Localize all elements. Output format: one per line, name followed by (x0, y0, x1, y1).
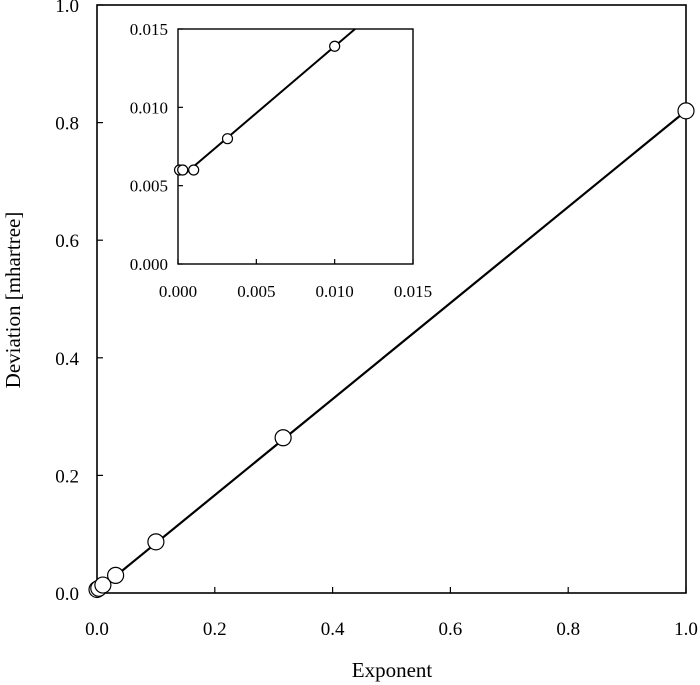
main-x-tick-label: 1.0 (674, 619, 698, 640)
inset-x-tick-label: 0.000 (159, 282, 197, 301)
main-data-point (107, 566, 125, 584)
main-data-point (94, 576, 112, 594)
inset-y-tick-label: 0.005 (130, 177, 168, 196)
inset-plot: 0.000 0.005 0.010 0.015 0.000 0.005 0.010 0.015 (130, 20, 432, 301)
inset-x-tick-label: 0.015 (394, 282, 432, 301)
main-x-tick-label: 0.4 (321, 619, 345, 640)
inset-data-point (221, 133, 234, 145)
inset-y-tick-label: 0.015 (130, 20, 168, 39)
main-y-tick-label: 0.8 (55, 114, 79, 135)
inset-fit-line (185, 28, 356, 174)
main-x-tick-label: 0.0 (85, 619, 109, 640)
inset-y-tick-label: 0.010 (130, 98, 168, 117)
inset-y-tick-label: 0.000 (130, 255, 168, 274)
main-frame (96, 4, 687, 594)
main-data-point (147, 533, 165, 551)
inset-data-point (177, 164, 189, 176)
main-x-tick-label: 0.8 (556, 619, 580, 640)
main-x-tick-label: 0.2 (203, 619, 227, 640)
main-y-tick-label: 0.6 (55, 231, 79, 252)
inset-x-tick-label: 0.005 (237, 282, 275, 301)
inset-x-tick-label: 0.010 (316, 282, 354, 301)
main-y-tick-label: 0.0 (55, 584, 79, 605)
x-axis-title: Exponent (352, 658, 433, 682)
main-y-tick-label: 0.2 (55, 466, 79, 487)
main-y-tick-label: 1.0 (55, 0, 79, 17)
inset-frame (177, 28, 414, 265)
main-x-tick-label: 0.6 (439, 619, 463, 640)
main-data-point (677, 102, 695, 120)
inset-data-point (188, 164, 200, 176)
main-fit-line (96, 109, 687, 593)
y-axis-title: Deviation [mhartree] (1, 212, 25, 389)
main-data-point (274, 429, 292, 447)
main-plot: 0.0 0.2 0.4 0.6 0.8 1.0 0.0 0.2 0.4 0.6 0.8 1.0 (55, 0, 698, 640)
inset-data-point (329, 40, 341, 52)
main-y-tick-label: 0.4 (55, 349, 79, 370)
